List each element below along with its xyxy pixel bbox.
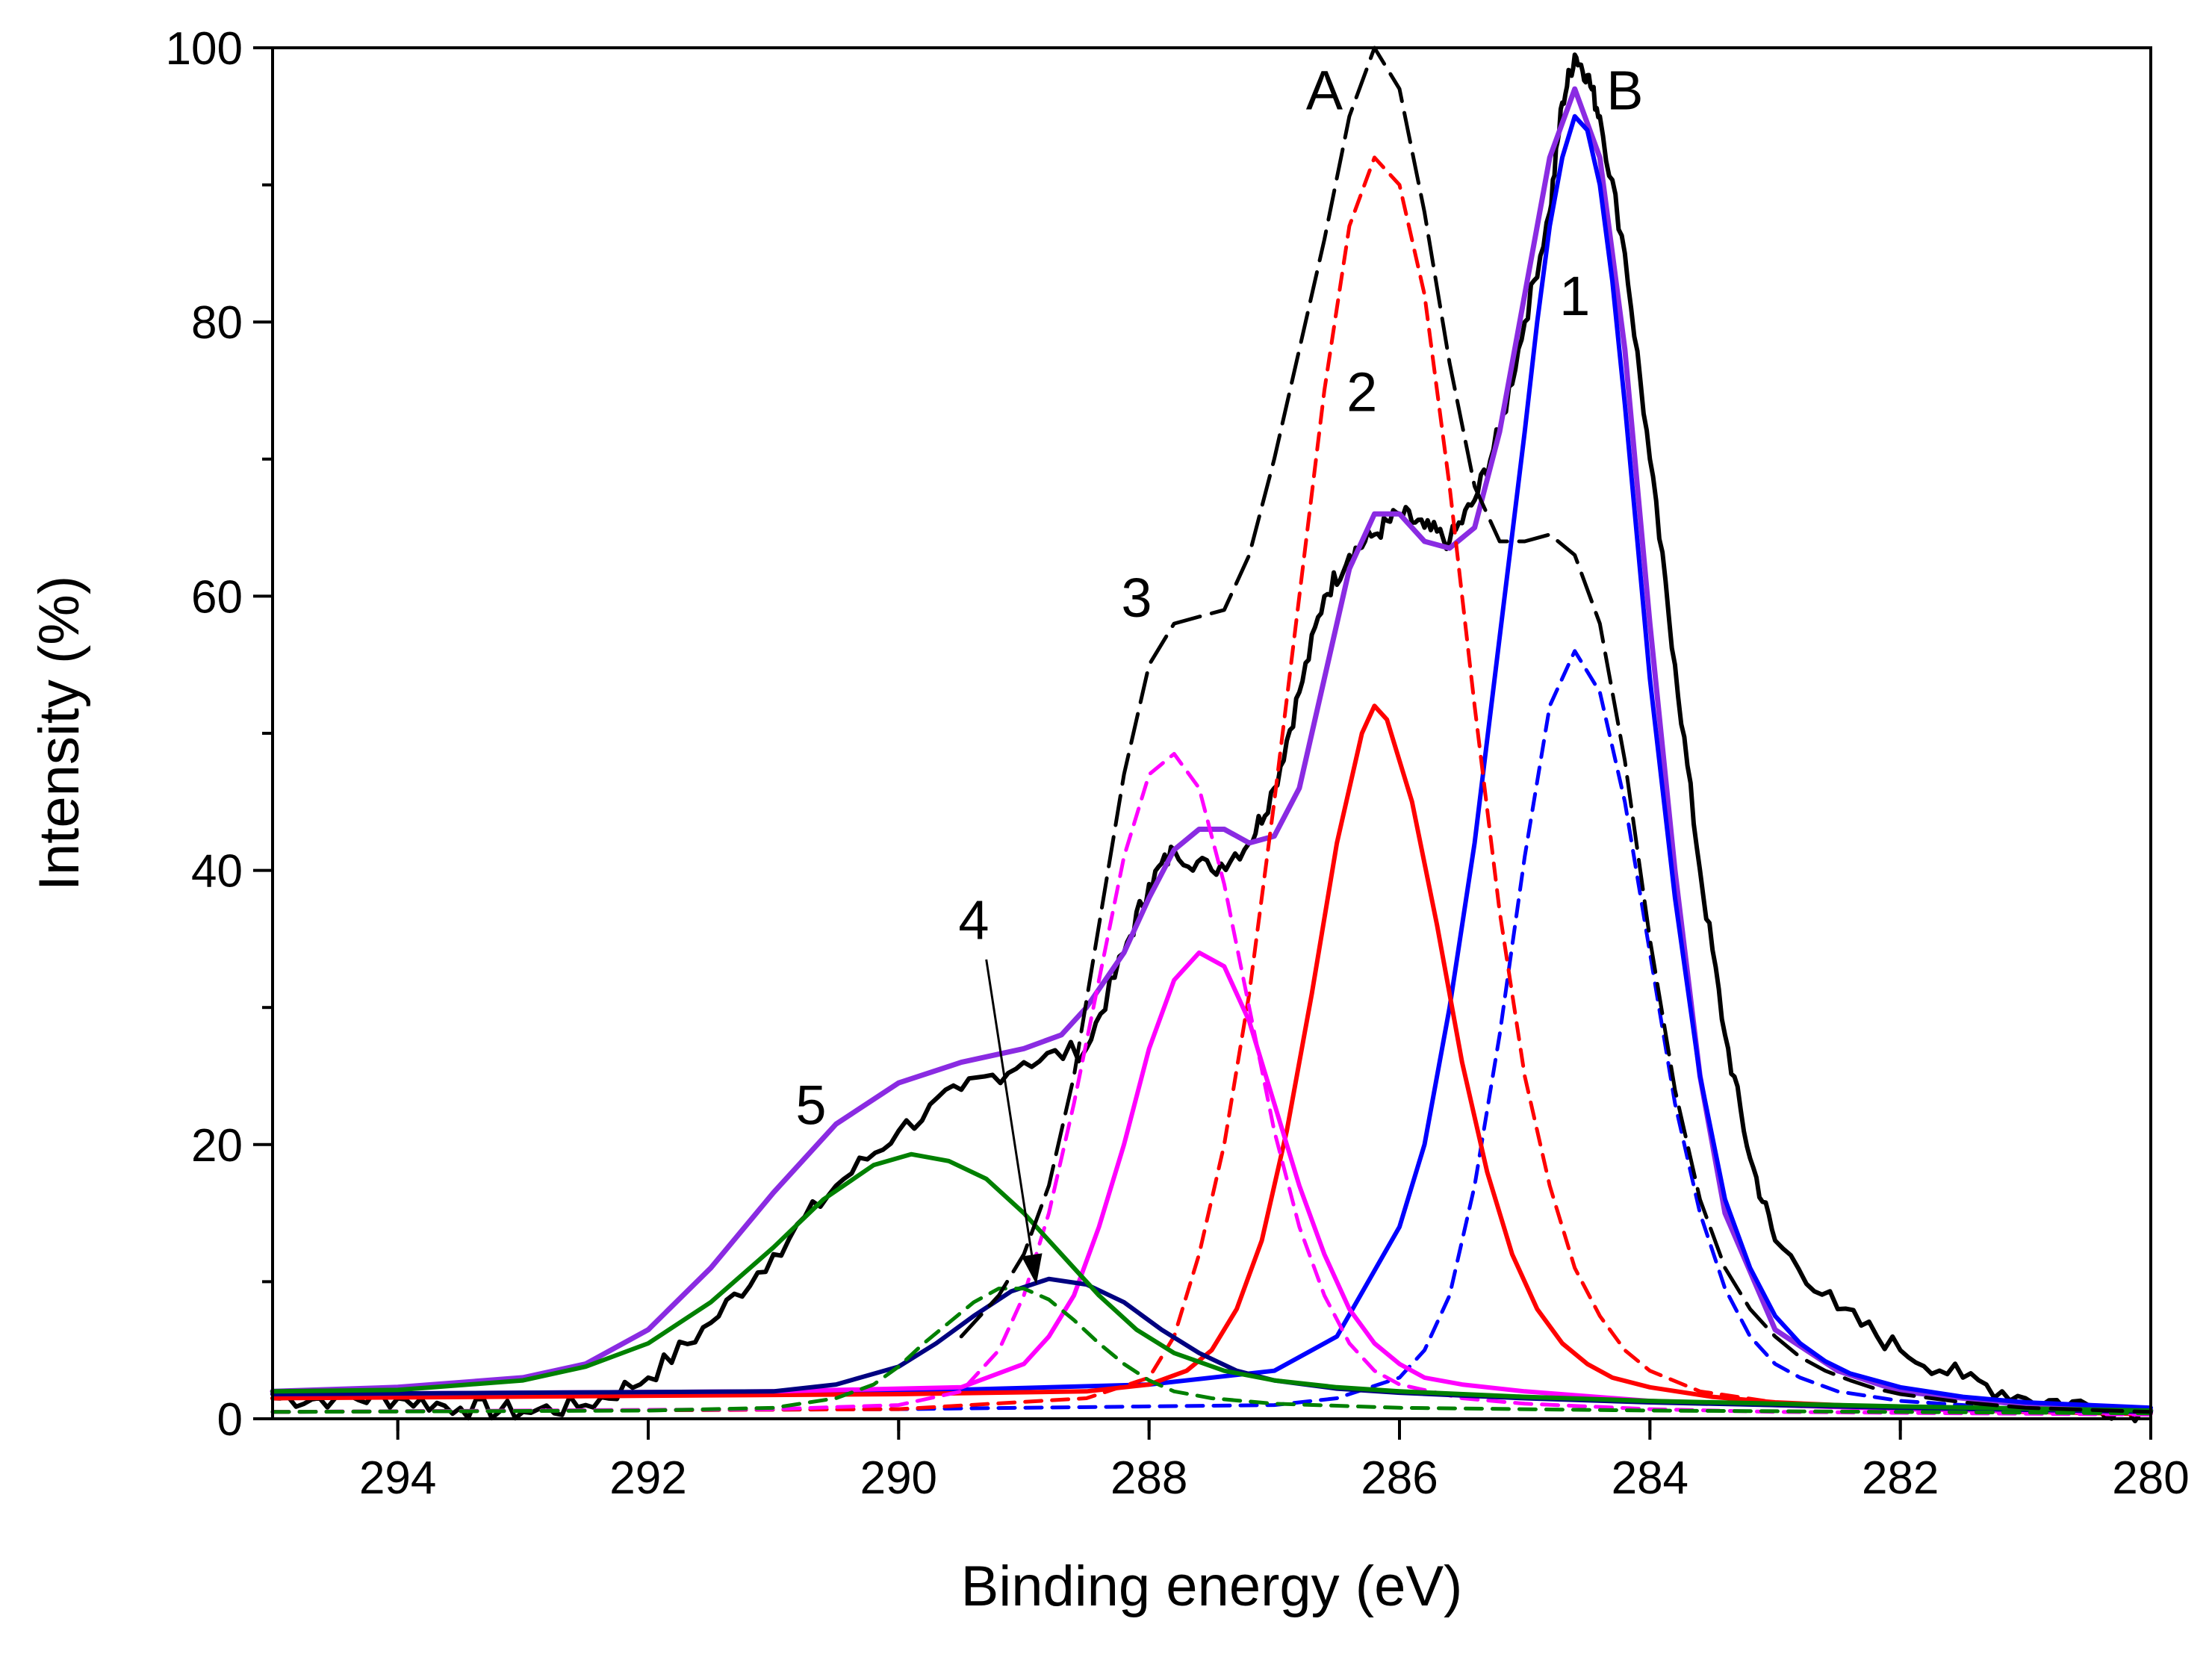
x-tick-label-280: 280: [2112, 1452, 2189, 1504]
series-curve-3: [270, 649, 2153, 1416]
annotation-arrow-shaft: [985, 959, 1034, 1255]
ticks-layer: 294 292 290 288 286 284 282 280 0 20 40 60 80 100: [166, 23, 2190, 1504]
annotation-3: 3: [1121, 567, 1152, 629]
x-tick-label-290: 290: [860, 1452, 937, 1504]
annotation-B: B: [1606, 60, 1643, 122]
x-tick-label-286: 286: [1361, 1452, 1438, 1504]
axes-layer: [271, 46, 2152, 1420]
y-tick-label-0: 0: [217, 1394, 243, 1446]
x-tick-label-288: 288: [1110, 1452, 1187, 1504]
series-curve-9: [270, 1151, 2153, 1413]
x-axis-label: Binding energy (eV): [961, 1555, 1463, 1618]
annotation-2: 2: [1346, 361, 1377, 423]
series-curve-11: [959, 46, 2153, 1414]
annotation-5: 5: [795, 1074, 826, 1136]
annotation-4: 4: [958, 889, 989, 951]
plot-frame: [271, 46, 2152, 1420]
x-tick-label-282: 282: [1862, 1452, 1939, 1504]
y-tick-label-100: 100: [166, 23, 243, 75]
y-tick-label-40: 40: [191, 846, 243, 898]
y-axis-label: Intensity (%): [28, 576, 91, 891]
series-curve-7: [270, 752, 2153, 1417]
x-tick-label-292: 292: [609, 1452, 686, 1504]
series-curve-0: [270, 52, 2153, 1424]
series-curve-8: [270, 1276, 2153, 1414]
y-tick-label-20: 20: [191, 1120, 243, 1172]
series-curve-4: [270, 703, 2153, 1416]
annotation-A: A: [1306, 60, 1343, 122]
annotation-1: 1: [1559, 265, 1590, 327]
series-curve-10: [270, 1287, 2153, 1416]
series-curve-6: [270, 950, 2153, 1416]
y-tick-label-60: 60: [191, 571, 243, 623]
series-curve-1: [270, 86, 2154, 1414]
x-tick-label-294: 294: [359, 1452, 436, 1504]
annotations-layer: A B 1 2 3 4 5: [795, 60, 1643, 1285]
y-tick-label-80: 80: [191, 297, 243, 349]
series-curve-2: [270, 114, 2153, 1411]
annotation-arrow-head: [1021, 1253, 1043, 1285]
x-tick-label-284: 284: [1612, 1452, 1688, 1504]
series-curve-5: [270, 155, 2153, 1417]
curves-layer: [270, 46, 2154, 1424]
